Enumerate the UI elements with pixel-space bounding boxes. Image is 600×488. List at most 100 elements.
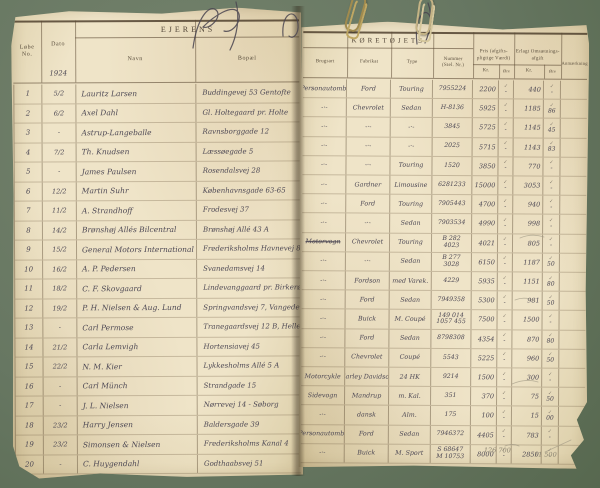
table-row: 3 - Astrup-Langeballe Ravnsborggade 12 xyxy=(14,122,299,143)
cell-brugsart: -·- xyxy=(302,290,346,308)
cell-pris-ore: ✓ - xyxy=(497,388,512,406)
cell-nummer: 3845 xyxy=(433,118,473,136)
cell-bopael: Ravnsborggade 12 xyxy=(202,127,270,137)
cell-dato: 6/2 xyxy=(42,104,76,123)
cell-fabrikat: Chevrolet xyxy=(346,233,390,251)
cell-brugsart: -·- xyxy=(302,194,346,212)
cell-erlagt-kr: 1143 xyxy=(514,138,544,156)
cell-pris-kr: 4990 xyxy=(472,215,498,233)
cell-type: -·- xyxy=(391,118,433,136)
cell-navn: A. P. Pedersen xyxy=(77,259,197,278)
cell-navn: Carla Lemvigh xyxy=(77,337,197,356)
cell-brugsart: -·- xyxy=(301,348,345,366)
cell-navn: Harry Jensen xyxy=(78,415,198,434)
cell-type: Sedan xyxy=(390,214,432,232)
cell-pris-kr: 3850 xyxy=(472,157,498,175)
cell-brugsart: -·- xyxy=(303,137,347,155)
cell-loebe-no: 6 xyxy=(15,182,43,201)
table-row: Motorcykle Harley Davidson 24 HK 9214 15… xyxy=(301,367,585,388)
cell-navn: J. L. Nielsen xyxy=(78,396,198,415)
cell-dato: 15/2 xyxy=(43,240,77,259)
cell-dato: - xyxy=(44,377,78,396)
cell-type: M. Sport xyxy=(389,444,431,462)
table-row: -·- Ford Touring 7905443 4700 ✓ - 940 ✓ … xyxy=(302,194,586,215)
subheader-pris-kr: Kr. xyxy=(482,68,490,74)
cell-navn: A. Strandhoff xyxy=(77,201,197,220)
table-row: 8 14/2 Brønshøj Allés Bilcentral Brønshø… xyxy=(15,220,300,241)
cell-pris-ore: ✓ - xyxy=(497,349,512,367)
cell-type: -·- xyxy=(391,137,433,155)
subheader-pris-ore: Øre xyxy=(503,68,511,74)
cell-pris-kr: 100 xyxy=(471,407,497,425)
cell-nummer: 7949358 xyxy=(432,291,472,309)
cell-pris-ore: ✓ - xyxy=(497,368,512,386)
cell-brugsart: -·- xyxy=(301,406,345,424)
table-row: 14 21/2 Carla Lemvigh Hortensiavej 45 xyxy=(15,337,300,358)
cell-fabrikat: Chevrolet xyxy=(345,348,389,366)
cell-pris-ore: ✓ - xyxy=(497,311,512,329)
cell-loebe-no: 19 xyxy=(16,435,44,454)
table-row: 12 19/2 P. H. Nielsen & Aug. Lund Spring… xyxy=(15,298,300,319)
pencil-erlagt-total: 11 500 xyxy=(533,450,557,459)
cell-loebe-no: 13 xyxy=(15,318,43,337)
cell-navn: General Motors International xyxy=(77,240,197,259)
cell-bopael: Baldersgade 39 xyxy=(203,420,260,429)
cell-brugsart: -·- xyxy=(301,329,345,347)
cell-bopael: Gl. Holtegaard pr. Holte xyxy=(202,108,289,117)
cell-pris-kr: 1500 xyxy=(471,368,497,386)
cell-fabrikat: dansk xyxy=(345,406,389,424)
cell-brugsart: -·- xyxy=(301,310,345,328)
left-table-header: EJERENS Løbe No. Dato 1924 Navn Bopæl xyxy=(11,7,301,8)
cell-nummer: 7905443 xyxy=(432,195,472,213)
cell-nummer: 4229 xyxy=(432,272,472,290)
cell-nummer: 6281233 xyxy=(432,176,472,194)
cell-navn: Th. Knudsen xyxy=(77,142,197,161)
cell-anmaerkning xyxy=(561,119,587,137)
cell-nummer: 1520 xyxy=(432,157,472,175)
cell-anmaerkning xyxy=(560,254,586,272)
cell-loebe-no: 16 xyxy=(16,377,44,396)
table-row: Personautomb. Ford Touring 7955224 2200 … xyxy=(303,79,587,100)
table-row: 17 - J. L. Nielsen Nørrevej 14 - Søborg xyxy=(16,395,301,416)
cell-nummer: 175 xyxy=(431,406,471,424)
cell-brugsart: -·- xyxy=(302,156,346,174)
cell-bopael: Lindevanggaard pr. Birkerød xyxy=(203,283,301,293)
table-row: -·- dansk Alm. 175 100 ✓ - 15 ✓ 00 xyxy=(301,406,585,427)
cell-type: Sedan xyxy=(390,252,432,270)
cell-bopael: Frodesvej 37 xyxy=(202,205,249,215)
cell-dato: 11/2 xyxy=(43,201,77,220)
col-header-nummer: Nummer (Stel. Nr.) xyxy=(442,56,465,69)
cell-loebe-no: 20 xyxy=(16,455,44,474)
table-row: -·- Ford Sedan 7949358 5300 ✓ - 981 ✓ 50 xyxy=(302,290,586,311)
cell-erlagt-ore: ✓ - xyxy=(542,369,559,387)
cell-erlagt-kr: 15 xyxy=(512,407,542,425)
table-row: 19 23/2 Simonsen & Nielsen Frederiksholm… xyxy=(16,434,301,455)
table-row: 9 15/2 General Motors International Fred… xyxy=(15,239,300,260)
right-page-title: KØRETØJETS xyxy=(351,35,426,45)
cell-loebe-no: 17 xyxy=(16,396,44,415)
cell-erlagt-kr: 783 xyxy=(512,426,542,444)
cell-dato: 12/2 xyxy=(43,182,77,201)
left-page-title: EJERENS xyxy=(160,24,216,34)
cell-dato: 14/2 xyxy=(43,221,77,240)
cell-navn: Carl Münch xyxy=(78,376,198,395)
cell-fabrikat: -·- xyxy=(347,137,391,155)
cell-type: Touring xyxy=(391,80,433,98)
cell-loebe-no: 3 xyxy=(14,123,42,142)
cell-bopael: Nørrevej 14 - Søborg xyxy=(203,400,279,410)
cell-pris-kr: 5300 xyxy=(472,291,498,309)
cell-pris-kr: 5725 xyxy=(473,119,499,137)
cell-pris-ore: ✓ - xyxy=(497,407,512,425)
cell-loebe-no: 14 xyxy=(15,338,43,357)
table-row: Personautomb. Ford Sedan 7946372 4405 ✓ … xyxy=(301,425,585,446)
cell-loebe-no: 5 xyxy=(15,162,43,181)
cell-brugsart: -·- xyxy=(302,214,346,232)
table-row: 11 18/2 C. F. Skovgaard Lindevanggaard p… xyxy=(15,278,300,299)
table-row: Sidevogn Mandrup m. Kal. 351 370 ✓ - 75 … xyxy=(301,386,585,407)
cell-erlagt-kr: 1151 xyxy=(513,272,543,290)
table-row: -·- Fordson med Varek. 4229 5935 ✓ - 115… xyxy=(302,271,586,292)
cell-erlagt-ore: ✓ 86 xyxy=(544,100,561,118)
cell-erlagt-ore: ✓ 50 xyxy=(543,292,560,310)
cell-fabrikat: Chevrolet xyxy=(347,99,391,117)
